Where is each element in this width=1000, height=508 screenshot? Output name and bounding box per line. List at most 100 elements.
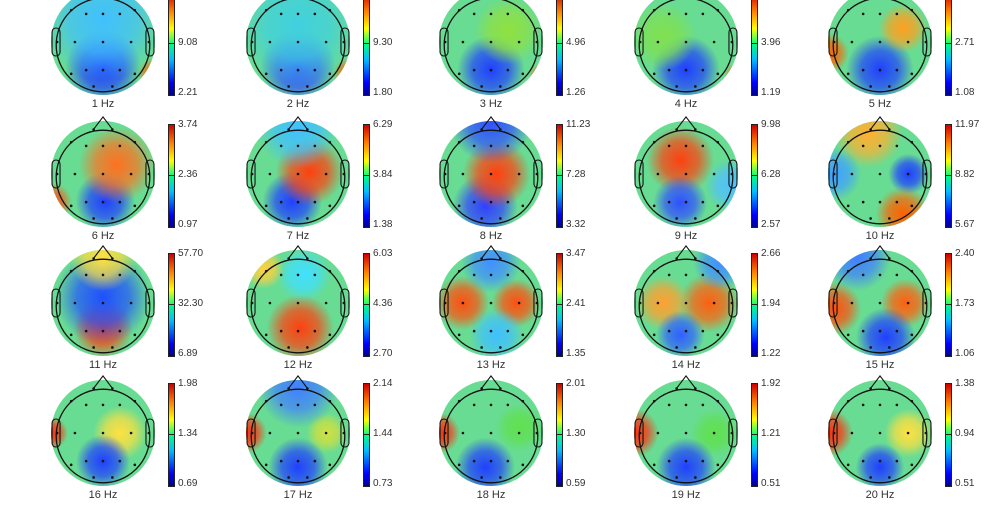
colorbar-tick (556, 304, 563, 305)
colorbar-min-label: 6.89 (178, 348, 198, 359)
topomap-head (634, 116, 738, 228)
colorbar-min-label: 1.19 (761, 87, 781, 98)
colorbar-tick (945, 434, 952, 435)
colorbar-min-label: 1.22 (761, 348, 781, 359)
colorbar-min-label: 5.67 (955, 219, 975, 230)
frequency-label: 15 Hz (865, 359, 895, 371)
colorbar-mid-label: 32.30 (178, 298, 204, 309)
colorbar (556, 253, 563, 357)
colorbar-mid-label: 1.94 (761, 298, 781, 309)
colorbar (751, 0, 758, 96)
frequency-label: 8 Hz (479, 230, 503, 242)
colorbar (168, 383, 175, 487)
colorbar-max-label: 3.74 (178, 119, 198, 130)
frequency-label: 19 Hz (671, 489, 701, 501)
topomap-head (634, 245, 738, 357)
colorbar-max-label: 1.92 (761, 378, 781, 389)
topomap-head (828, 0, 932, 96)
colorbar-mid-label: 4.36 (373, 298, 393, 309)
colorbar-tick (168, 434, 175, 435)
colorbar-tick (363, 175, 370, 176)
topomap-head (439, 0, 543, 96)
frequency-label: 14 Hz (671, 359, 701, 371)
frequency-label: 7 Hz (286, 230, 310, 242)
colorbar (556, 0, 563, 96)
colorbar-min-label: 0.97 (178, 219, 198, 230)
topomap-head (828, 375, 932, 487)
colorbar-tick (556, 434, 563, 435)
colorbar-min-label: 2.70 (373, 348, 393, 359)
colorbar-max-label: 2.66 (761, 248, 781, 259)
colorbar-mid-label: 0.94 (955, 428, 975, 439)
colorbar-max-label: 57.70 (178, 248, 204, 259)
frequency-label: 20 Hz (865, 489, 895, 501)
colorbar-tick (945, 175, 952, 176)
colorbar-mid-label: 1.73 (955, 298, 975, 309)
colorbar-min-label: 0.59 (566, 478, 586, 489)
colorbar (556, 124, 563, 228)
colorbar-mid-label: 3.96 (761, 37, 781, 48)
colorbar-min-label: 0.73 (373, 478, 393, 489)
colorbar-mid-label: 2.71 (955, 37, 975, 48)
colorbar-tick (363, 304, 370, 305)
topomap-head (634, 0, 738, 96)
colorbar-mid-label: 9.30 (373, 37, 393, 48)
colorbar-min-label: 2.21 (178, 87, 198, 98)
colorbar-tick (363, 43, 370, 44)
topomap-head (828, 245, 932, 357)
colorbar (751, 124, 758, 228)
topomap-head (51, 116, 155, 228)
colorbar (945, 383, 952, 487)
colorbar (945, 124, 952, 228)
colorbar (168, 253, 175, 357)
colorbar-max-label: 3.47 (566, 248, 586, 259)
colorbar-min-label: 1.06 (955, 348, 975, 359)
topomap-head (439, 245, 543, 357)
topomap-head (246, 0, 350, 96)
colorbar-mid-label: 9.08 (178, 37, 198, 48)
frequency-label: 5 Hz (868, 98, 892, 110)
colorbar-mid-label: 1.21 (761, 428, 781, 439)
colorbar-tick (751, 43, 758, 44)
colorbar-min-label: 1.38 (373, 219, 393, 230)
colorbar (945, 253, 952, 357)
colorbar (751, 253, 758, 357)
frequency-label: 4 Hz (674, 98, 698, 110)
frequency-label: 3 Hz (479, 98, 503, 110)
topomap-head (439, 116, 543, 228)
colorbar-tick (168, 304, 175, 305)
colorbar-max-label: 11.97 (955, 119, 980, 130)
colorbar-min-label: 1.26 (566, 87, 586, 98)
colorbar-min-label: 1.35 (566, 348, 586, 359)
colorbar (363, 383, 370, 487)
colorbar-max-label: 1.98 (178, 378, 198, 389)
colorbar-mid-label: 1.44 (373, 428, 393, 439)
colorbar-mid-label: 2.41 (566, 298, 586, 309)
topomap-head (246, 375, 350, 487)
topomap-head (246, 116, 350, 228)
colorbar-min-label: 0.51 (761, 478, 781, 489)
colorbar-max-label: 9.98 (761, 119, 781, 130)
frequency-label: 16 Hz (88, 489, 118, 501)
colorbar-max-label: 6.03 (373, 248, 393, 259)
colorbar-min-label: 1.80 (373, 87, 393, 98)
frequency-label: 9 Hz (674, 230, 698, 242)
frequency-label: 18 Hz (476, 489, 506, 501)
colorbar-max-label: 11.23 (566, 119, 591, 130)
colorbar-max-label: 2.40 (955, 248, 975, 259)
colorbar (363, 124, 370, 228)
frequency-label: 13 Hz (476, 359, 506, 371)
colorbar-max-label: 1.38 (955, 378, 975, 389)
colorbar (363, 253, 370, 357)
colorbar-mid-label: 1.34 (178, 428, 198, 439)
colorbar-mid-label: 1.30 (566, 428, 586, 439)
colorbar-mid-label: 7.28 (566, 169, 586, 180)
colorbar (168, 124, 175, 228)
topomap-head (51, 375, 155, 487)
topomap-head (828, 116, 932, 228)
colorbar-mid-label: 3.84 (373, 169, 393, 180)
topomap-head (439, 375, 543, 487)
colorbar-max-label: 2.01 (566, 378, 586, 389)
frequency-label: 6 Hz (91, 230, 115, 242)
colorbar-tick (168, 175, 175, 176)
